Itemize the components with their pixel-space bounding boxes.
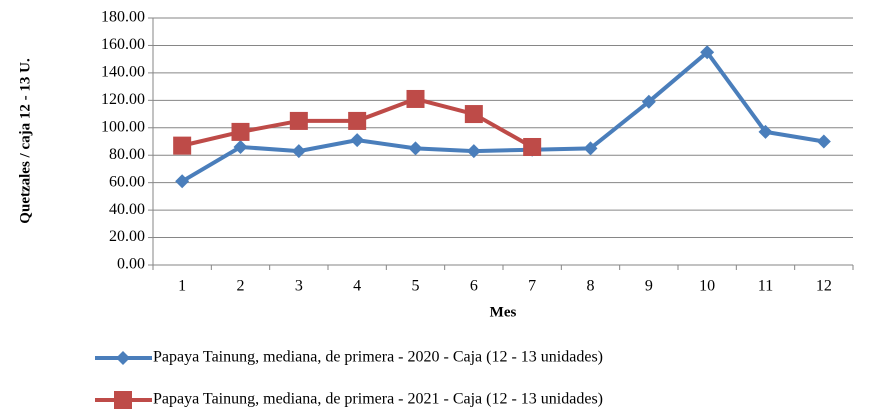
y-tick-label: 0.00 <box>117 256 145 273</box>
legend-label: Papaya Tainung, mediana, de primera - 20… <box>153 391 603 408</box>
y-tick-label: 40.00 <box>109 201 145 218</box>
y-axis-title: Quetzales / caja 12 - 13 U. <box>17 58 33 224</box>
data-point <box>408 141 423 156</box>
data-point <box>406 89 425 108</box>
x-tick-label: 10 <box>699 278 715 295</box>
data-point <box>231 122 250 141</box>
x-tick-label: 7 <box>528 278 536 295</box>
legend-label: Papaya Tainung, mediana, de primera - 20… <box>153 349 603 366</box>
x-tick-label: 9 <box>645 278 653 295</box>
y-tick-label: 120.00 <box>101 91 145 108</box>
x-tick-label: 11 <box>758 278 773 295</box>
data-point <box>641 94 656 109</box>
legend-marker <box>116 351 130 365</box>
data-point <box>291 144 306 159</box>
y-tick-label: 20.00 <box>109 228 145 245</box>
x-tick-label: 3 <box>295 278 303 295</box>
x-axis-title: Mes <box>490 304 517 320</box>
series-line <box>181 50 825 184</box>
data-point <box>466 144 481 159</box>
x-tick-label: 4 <box>353 278 361 295</box>
data-point <box>464 105 483 124</box>
data-point <box>350 133 365 148</box>
data-point <box>816 134 831 149</box>
x-tick-label: 2 <box>237 278 245 295</box>
data-point <box>523 137 542 156</box>
data-point <box>583 141 598 156</box>
data-point <box>233 139 248 154</box>
x-tick-label: 8 <box>587 278 595 295</box>
data-point <box>700 45 715 60</box>
x-tick-label: 6 <box>470 278 478 295</box>
y-tick-label: 80.00 <box>109 146 145 163</box>
data-point <box>289 111 308 130</box>
legend-marker <box>114 391 132 409</box>
data-point <box>173 136 192 155</box>
y-tick-label: 180.00 <box>101 9 145 26</box>
data-point <box>758 124 773 139</box>
x-tick-label: 5 <box>412 278 420 295</box>
x-tick-label: 12 <box>816 278 832 295</box>
data-point <box>348 111 367 130</box>
y-tick-label: 160.00 <box>101 36 145 53</box>
data-point <box>175 174 190 189</box>
y-tick-label: 60.00 <box>109 173 145 190</box>
y-tick-label: 140.00 <box>101 64 145 81</box>
x-tick-label: 1 <box>178 278 186 295</box>
y-tick-label: 100.00 <box>101 118 145 135</box>
